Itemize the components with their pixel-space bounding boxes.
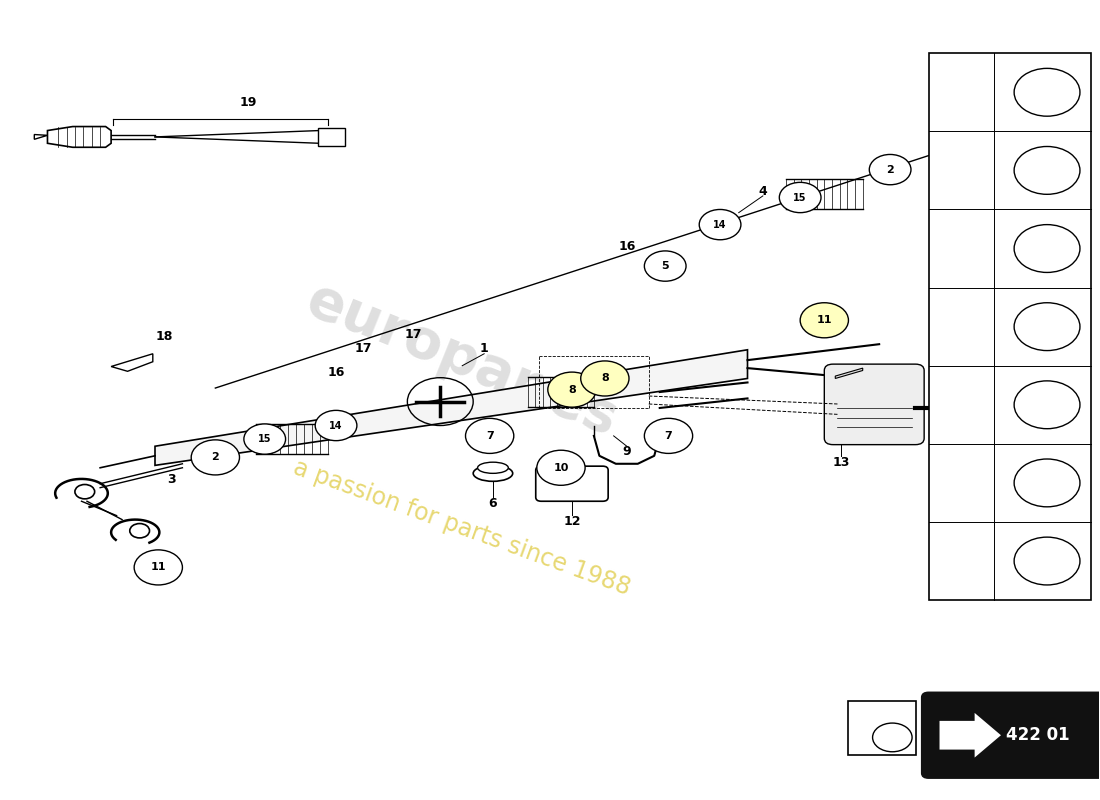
Polygon shape — [835, 368, 862, 378]
Circle shape — [191, 440, 240, 475]
Text: 12: 12 — [563, 514, 581, 528]
FancyBboxPatch shape — [824, 364, 924, 445]
Polygon shape — [155, 350, 748, 466]
Text: 18: 18 — [1008, 204, 1024, 217]
Text: 11: 11 — [816, 315, 832, 326]
Text: 7: 7 — [664, 431, 672, 441]
Text: 5: 5 — [661, 261, 669, 271]
Text: 2: 2 — [952, 554, 960, 567]
Circle shape — [872, 723, 912, 752]
Text: 14: 14 — [947, 86, 965, 98]
Circle shape — [645, 251, 686, 282]
Text: 15: 15 — [859, 710, 877, 722]
Text: 1: 1 — [1006, 250, 1015, 263]
Polygon shape — [111, 354, 153, 371]
Text: 8: 8 — [952, 320, 960, 333]
Circle shape — [548, 372, 596, 407]
Text: 2: 2 — [887, 165, 894, 174]
Circle shape — [1014, 537, 1080, 585]
Circle shape — [700, 210, 741, 240]
Text: 15: 15 — [1008, 126, 1024, 139]
Text: 8: 8 — [568, 385, 575, 394]
Text: 16: 16 — [618, 241, 636, 254]
Text: 10: 10 — [947, 242, 965, 255]
Text: 17: 17 — [404, 328, 421, 341]
Circle shape — [465, 418, 514, 454]
Circle shape — [645, 418, 693, 454]
FancyBboxPatch shape — [848, 701, 916, 754]
Text: 17: 17 — [354, 342, 372, 354]
Text: 3: 3 — [167, 474, 176, 486]
Text: 14: 14 — [1008, 105, 1024, 118]
Text: 5: 5 — [952, 477, 960, 490]
Text: 14: 14 — [713, 220, 727, 230]
Text: 11: 11 — [151, 562, 166, 573]
Text: 2: 2 — [211, 452, 219, 462]
Text: 10: 10 — [553, 462, 569, 473]
Text: 17: 17 — [1009, 179, 1024, 192]
Polygon shape — [939, 713, 1001, 758]
Text: 16: 16 — [328, 366, 344, 378]
Circle shape — [316, 410, 356, 441]
Text: 14: 14 — [329, 421, 343, 430]
Text: 13: 13 — [832, 456, 849, 469]
Text: 11: 11 — [947, 164, 965, 177]
Circle shape — [75, 485, 95, 499]
Ellipse shape — [473, 466, 513, 482]
Circle shape — [959, 129, 981, 145]
Text: 15: 15 — [258, 434, 272, 444]
Circle shape — [130, 523, 150, 538]
Circle shape — [1014, 68, 1080, 116]
FancyBboxPatch shape — [928, 54, 1091, 600]
FancyBboxPatch shape — [922, 693, 1100, 778]
Text: 7: 7 — [952, 398, 960, 411]
Circle shape — [134, 550, 183, 585]
Text: 6: 6 — [488, 497, 497, 510]
Text: europar.es: europar.es — [299, 273, 626, 447]
Text: 8: 8 — [601, 374, 608, 383]
FancyBboxPatch shape — [536, 466, 608, 502]
Polygon shape — [47, 126, 111, 147]
Text: 7: 7 — [486, 431, 494, 441]
FancyBboxPatch shape — [319, 128, 344, 146]
Text: 422 01: 422 01 — [1005, 726, 1069, 744]
Text: 4: 4 — [759, 185, 767, 198]
Circle shape — [1014, 146, 1080, 194]
Text: 9: 9 — [623, 446, 631, 458]
Text: 19: 19 — [240, 96, 257, 109]
Circle shape — [1014, 225, 1080, 273]
Circle shape — [581, 361, 629, 396]
Circle shape — [779, 182, 821, 213]
Circle shape — [1014, 302, 1080, 350]
Circle shape — [537, 450, 585, 486]
Text: a passion for parts since 1988: a passion for parts since 1988 — [290, 455, 634, 600]
Circle shape — [1014, 381, 1080, 429]
Circle shape — [800, 302, 848, 338]
Circle shape — [244, 424, 286, 454]
Ellipse shape — [477, 462, 508, 474]
Text: 15: 15 — [793, 193, 807, 202]
Circle shape — [1014, 459, 1080, 507]
Polygon shape — [34, 134, 47, 139]
Text: 16: 16 — [1008, 154, 1024, 167]
Text: 18: 18 — [155, 330, 173, 342]
Circle shape — [869, 154, 911, 185]
Text: 1: 1 — [480, 342, 488, 354]
